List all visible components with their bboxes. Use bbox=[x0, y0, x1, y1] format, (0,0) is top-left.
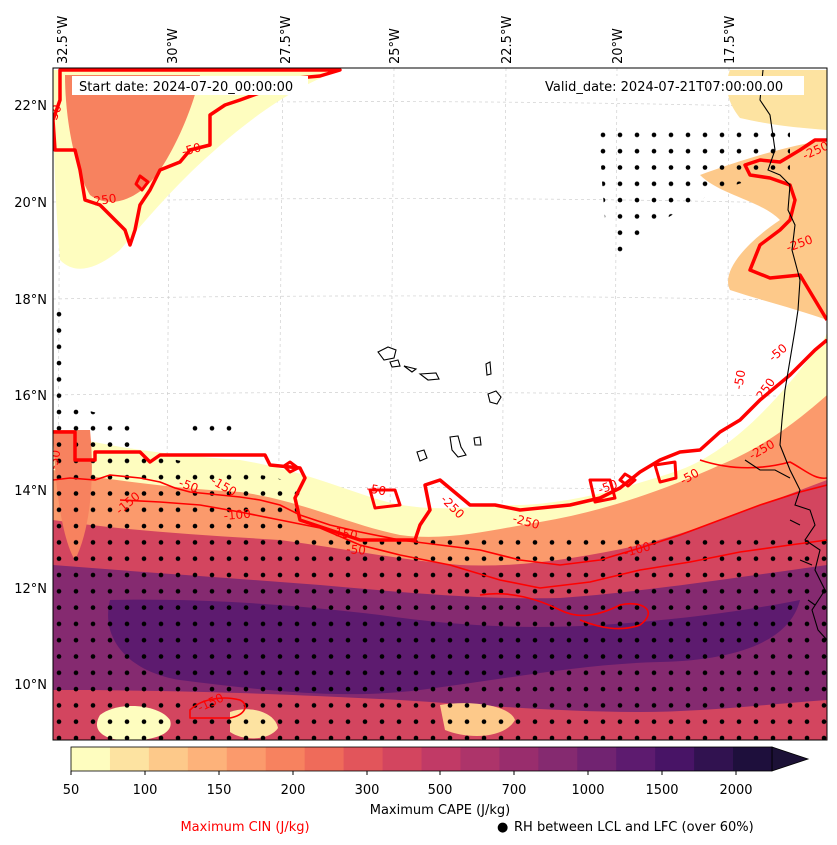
lat-label: 22°N bbox=[14, 99, 47, 114]
contour-label: -50 bbox=[346, 542, 367, 558]
lon-label: 22.5°W bbox=[500, 16, 515, 64]
cape-verde-santa-luzia bbox=[418, 372, 440, 381]
colorbar-label: Maximum CAPE (J/kg) bbox=[370, 803, 510, 818]
start-date-label: Start date: 2024-07-20_00:00:00 bbox=[79, 80, 293, 95]
cape-verde-boavista bbox=[487, 390, 502, 405]
lon-label: 17.5°W bbox=[723, 16, 738, 64]
colorbar-tick-label: 500 bbox=[428, 783, 453, 798]
colorbar-tick-label: 50 bbox=[63, 783, 80, 798]
coastlines bbox=[377, 69, 827, 641]
cin-contours bbox=[53, 68, 827, 719]
colorbar-tick-label: 1500 bbox=[645, 783, 678, 798]
cape-patch-nw-mid bbox=[65, 75, 200, 202]
colorbar-cell bbox=[148, 747, 189, 771]
colorbar-cell bbox=[382, 747, 422, 771]
colorbar-cell bbox=[538, 747, 578, 771]
contour-label: -50 bbox=[46, 449, 63, 471]
colorbar-tick-label: 150 bbox=[207, 783, 232, 798]
rh-stippling bbox=[53, 130, 827, 740]
rh-legend-marker: ● bbox=[497, 820, 508, 835]
colorbar-tick-label: 1000 bbox=[571, 783, 604, 798]
colorbar-cell bbox=[655, 747, 695, 771]
africa-coast-detail bbox=[744, 459, 816, 606]
lat-label: 16°N bbox=[14, 389, 47, 404]
lat-label: 10°N bbox=[14, 678, 47, 693]
colorbar-cell bbox=[265, 747, 306, 771]
colorbar-cell bbox=[421, 747, 461, 771]
contour-label: -150 bbox=[329, 524, 358, 543]
map-border bbox=[52, 67, 828, 741]
africa-coast bbox=[759, 69, 827, 641]
cape-verde-sao-tiago bbox=[449, 435, 467, 458]
lat-label: 14°N bbox=[14, 484, 47, 499]
cape-verde-maio bbox=[473, 436, 482, 446]
contour-label: -50 bbox=[177, 476, 200, 496]
colorbar-cell bbox=[616, 747, 656, 771]
colorbar-tick-label: 2000 bbox=[719, 783, 752, 798]
colorbar-tick-label: 100 bbox=[133, 783, 158, 798]
rh-legend-label: RH between LCL and LFC (over 60%) bbox=[514, 820, 754, 835]
cape-verde-santo-antao bbox=[377, 346, 397, 361]
colorbar-cell bbox=[460, 747, 500, 771]
start-date-box bbox=[72, 76, 308, 95]
contour-label: -250 bbox=[88, 191, 117, 209]
contour-label: -50 bbox=[596, 477, 619, 497]
contour-label: -50 bbox=[731, 369, 748, 391]
lon-label: 32.5°W bbox=[56, 16, 71, 64]
cape-verde-sal bbox=[485, 361, 492, 376]
colorbar-tick-label: 700 bbox=[502, 783, 527, 798]
colorbar-cell bbox=[109, 747, 150, 771]
colorbar-cell bbox=[733, 747, 773, 771]
colorbar-cell bbox=[343, 747, 384, 771]
colorbar-tick-label: 200 bbox=[281, 783, 306, 798]
colorbar-cell bbox=[577, 747, 617, 771]
colorbar-ticks: 50 100 150 200 300 500 700 1000 1500 200… bbox=[63, 771, 753, 798]
colorbar-cell bbox=[187, 747, 228, 771]
valid-date-box bbox=[540, 76, 804, 95]
colorbar-cell bbox=[304, 747, 345, 771]
colorbar-cell bbox=[226, 747, 267, 771]
cape-verde-sao-nicolau bbox=[403, 365, 418, 373]
lon-label: 25°W bbox=[388, 28, 403, 64]
colorbar-cells bbox=[71, 747, 773, 771]
valid-date-label: Valid_date: 2024-07-21T07:00:00.00 bbox=[545, 80, 783, 95]
map-panel: -50 -250 -50 -250 -150 -50 -100 -150 -50… bbox=[45, 68, 827, 740]
contour-label: -100 bbox=[622, 539, 652, 560]
colorbar-outline bbox=[70, 746, 773, 772]
contour-label: -50 bbox=[45, 103, 65, 126]
colorbar-tick-label: 300 bbox=[355, 783, 380, 798]
lat-label: 20°N bbox=[14, 196, 47, 211]
cin-legend-label: Maximum CIN (J/kg) bbox=[180, 820, 309, 835]
contour-label: -250 bbox=[511, 511, 541, 532]
longitude-labels: 32.5°W 30°W 27.5°W 25°W 22.5°W 20°W 17.5… bbox=[56, 16, 738, 64]
colorbar-cell bbox=[694, 747, 734, 771]
cape-verde-fogo bbox=[416, 449, 428, 462]
contour-label: -50 bbox=[180, 140, 203, 159]
latitude-labels: 22°N 20°N 18°N 16°N 14°N 12°N 10°N bbox=[14, 99, 47, 693]
colorbar: 50 100 150 200 300 500 700 1000 1500 200… bbox=[63, 746, 810, 818]
colorbar-cell bbox=[71, 747, 111, 771]
lon-label: 30°W bbox=[166, 28, 181, 64]
lat-label: 12°N bbox=[14, 582, 47, 597]
cape-verde-sao-vicente bbox=[389, 359, 401, 368]
contour-label: -100 bbox=[223, 507, 251, 523]
lon-label: 20°W bbox=[611, 28, 626, 64]
colorbar-extend-arrow bbox=[771, 746, 810, 772]
colorbar-cell bbox=[499, 747, 539, 771]
lat-label: 18°N bbox=[14, 293, 47, 308]
lon-label: 27.5°W bbox=[279, 16, 294, 64]
contour-label: -50 bbox=[365, 481, 387, 498]
